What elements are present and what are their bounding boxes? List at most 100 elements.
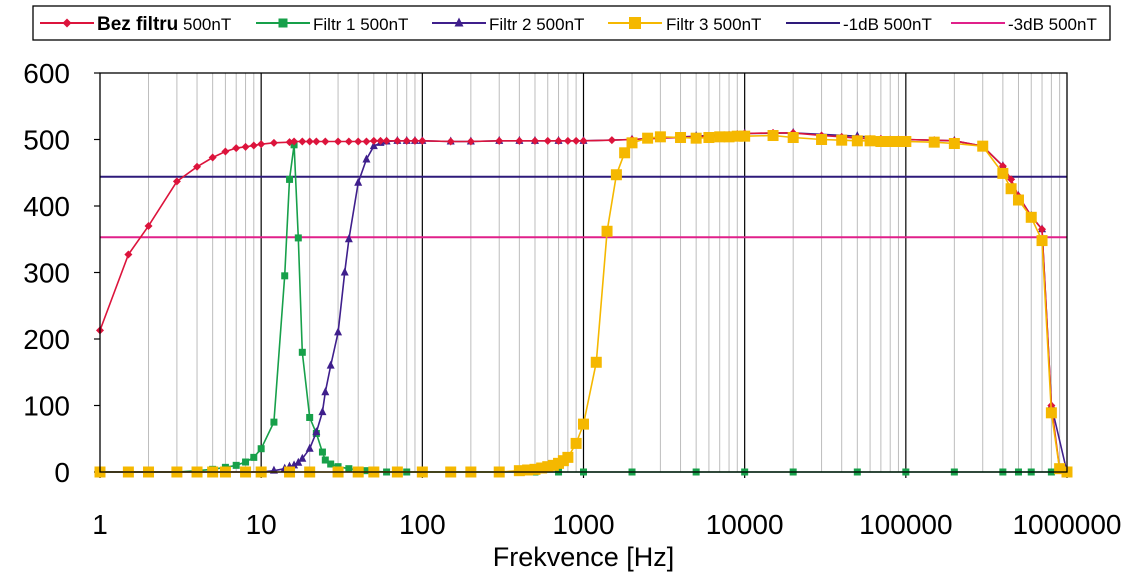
data-point [570,437,582,449]
data-point [362,137,371,146]
y-tick-label: 500 [23,125,70,156]
data-point [221,147,230,156]
data-point [344,137,353,146]
legend-marker [454,17,464,27]
data-point [536,462,548,474]
legend-label: Filtr 1 500nT [313,15,408,34]
data-point [1025,211,1037,223]
data-point [298,453,307,462]
data-point [402,136,411,145]
data-point [714,131,726,143]
data-point [208,153,217,162]
data-point [321,387,330,396]
data-point [522,464,534,476]
x-tick-label: 1000000 [1012,509,1121,540]
data-point [928,136,940,148]
data-point [767,130,779,142]
legend-marker [629,17,641,29]
data-point [290,460,299,469]
data-point [675,132,687,144]
data-point [543,136,552,145]
data-point [601,225,613,237]
data-point [466,137,475,146]
data-point [1005,183,1017,195]
y-tick-label: 100 [23,391,70,422]
data-point [864,135,876,147]
legend-box [32,5,1111,41]
y-tick-label: 600 [23,58,70,89]
data-point [344,234,353,243]
data-point [529,463,541,475]
data-point [321,137,330,146]
x-tick-label: 10000 [706,509,784,540]
data-point [562,451,574,463]
data-point [312,137,321,146]
data-point [619,147,631,159]
y-tick-label: 300 [23,258,70,289]
data-point [193,162,202,171]
data-point [900,135,912,147]
data-point [382,136,391,145]
data-point [318,448,326,456]
data-point [610,169,622,181]
data-point [723,131,735,143]
data-point [1036,235,1048,247]
data-point [1045,407,1057,419]
data-point [249,141,258,150]
data-point [626,137,638,149]
data-point [997,167,1009,179]
data-point [172,177,181,186]
data-point [345,465,353,473]
legend-label: Bez filtru 500nT [97,14,231,35]
data-point [281,272,289,280]
data-point [554,136,563,145]
data-point [563,136,572,145]
legend-label: Filtr 2 500nT [489,15,584,34]
x-tick-label: 10 [246,509,277,540]
x-tick-label: 100000 [859,509,952,540]
data-point [269,138,278,147]
data-point [312,427,321,436]
legend-marker [278,18,288,28]
data-point [298,137,307,146]
data-point [515,136,524,145]
data-point [362,467,370,475]
data-point [354,137,363,146]
data-point [892,135,904,147]
data-point [362,154,371,163]
x-tick-label: 1 [92,509,108,540]
x-tick-label: 1000 [552,509,614,540]
data-point [305,443,314,452]
data-point [232,144,241,153]
y-tick-label: 0 [54,457,70,488]
y-tick-label: 400 [23,191,70,222]
data-point [144,221,153,230]
data-point [446,137,455,146]
data-point [1038,225,1047,234]
data-point [731,130,743,142]
legend: Bez filtru 500nT Filtr 1 500nT Filtr 2 500… [32,5,1111,41]
data-point [376,136,385,145]
legend-label: Filtr 3 500nT [666,15,761,34]
data-point [513,465,525,477]
data-point [607,136,616,145]
data-point [327,460,335,468]
data-point [232,461,240,469]
data-point [572,136,581,145]
data-point [250,453,258,461]
data-point [298,348,306,356]
data-point [410,136,419,145]
data-point [851,135,863,147]
data-point [241,142,250,151]
data-point [948,137,960,149]
data-point [739,130,751,142]
plot-area-frame [99,72,1068,473]
data-point [836,134,848,146]
data-point [590,356,602,368]
data-point [654,131,666,143]
x-axis: 1 10 100 1000 10000 100000 1000000 [92,472,1122,540]
data-point [703,132,715,144]
y-axis: 0 100 200 300 400 500 600 [23,58,100,488]
data-point [321,456,329,464]
